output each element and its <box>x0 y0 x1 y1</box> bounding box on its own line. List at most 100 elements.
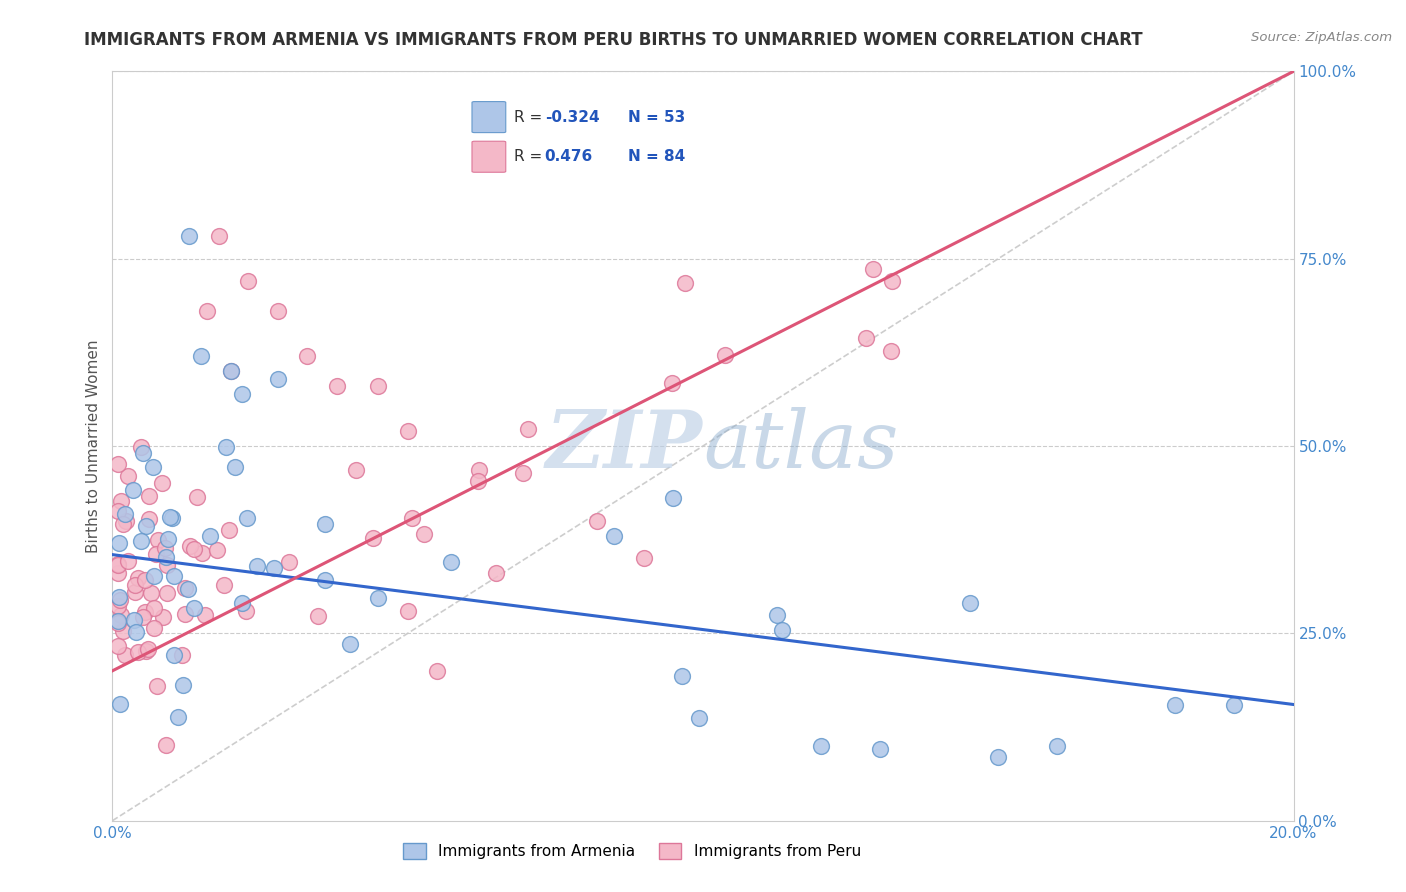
Point <box>177 582 200 596</box>
Point <box>208 229 231 244</box>
Point <box>124 624 146 639</box>
Point <box>124 578 146 592</box>
Point <box>107 599 129 613</box>
Point <box>326 379 349 393</box>
Point <box>134 605 156 619</box>
Point <box>396 604 419 618</box>
Point <box>246 559 269 574</box>
Point <box>585 514 607 528</box>
Point <box>112 624 135 638</box>
Point <box>129 440 152 454</box>
Point <box>108 536 131 550</box>
Legend: Immigrants from Armenia, Immigrants from Peru: Immigrants from Armenia, Immigrants from… <box>398 838 868 865</box>
Point <box>862 261 884 276</box>
Point <box>183 600 205 615</box>
Point <box>131 445 153 459</box>
Point <box>468 463 491 477</box>
Point <box>107 615 129 630</box>
Point <box>173 581 195 595</box>
Y-axis label: Births to Unmarried Women: Births to Unmarried Women <box>86 339 101 553</box>
Point <box>167 709 190 723</box>
Point <box>107 504 129 518</box>
Point <box>117 469 139 483</box>
Point <box>190 349 212 363</box>
Point <box>413 527 436 541</box>
Point <box>671 669 693 683</box>
Point <box>218 523 240 537</box>
Point <box>135 643 157 657</box>
Point <box>155 549 177 564</box>
Point <box>224 459 246 474</box>
Point <box>772 623 794 637</box>
Point <box>163 648 186 662</box>
Text: Source: ZipAtlas.com: Source: ZipAtlas.com <box>1251 31 1392 45</box>
Point <box>231 596 253 610</box>
Point <box>263 561 285 575</box>
Point <box>869 742 891 756</box>
Point <box>512 466 534 480</box>
Point <box>212 577 235 591</box>
Point <box>633 551 655 566</box>
Point <box>135 518 157 533</box>
Point <box>117 554 139 568</box>
Point <box>146 533 169 548</box>
Point <box>1046 739 1069 753</box>
Point <box>307 609 329 624</box>
Point <box>215 441 238 455</box>
Point <box>124 585 146 599</box>
Point <box>142 460 165 475</box>
Point <box>603 529 626 543</box>
Point <box>1164 698 1187 712</box>
Point <box>367 591 389 606</box>
Point <box>810 739 832 753</box>
Point <box>107 640 129 654</box>
Point <box>713 349 735 363</box>
Point <box>673 276 696 290</box>
Point <box>163 568 186 582</box>
Point <box>231 386 253 401</box>
Point <box>688 711 710 725</box>
Point <box>115 514 138 528</box>
Point <box>367 379 389 393</box>
Point <box>959 597 981 611</box>
Point <box>152 609 174 624</box>
Point <box>111 517 134 532</box>
Point <box>129 533 152 548</box>
Point <box>172 678 194 692</box>
Text: atlas: atlas <box>703 408 898 484</box>
Point <box>143 601 166 615</box>
Point <box>179 229 201 244</box>
Point <box>150 476 173 491</box>
Point <box>179 539 201 553</box>
Point <box>880 343 903 358</box>
Point <box>159 509 181 524</box>
Point <box>855 331 877 345</box>
Point <box>114 507 136 521</box>
Point <box>110 607 132 622</box>
Point <box>485 566 508 581</box>
Point <box>200 529 222 543</box>
Point <box>186 490 208 504</box>
Point <box>426 664 449 678</box>
Point <box>107 566 129 580</box>
Point <box>107 457 129 471</box>
Point <box>143 622 166 636</box>
Point <box>361 531 384 545</box>
Point <box>439 555 461 569</box>
Point <box>153 541 176 555</box>
Point <box>157 533 180 547</box>
Point <box>110 494 132 508</box>
Point <box>107 558 129 573</box>
Point <box>132 609 155 624</box>
Text: ZIP: ZIP <box>546 408 703 484</box>
Point <box>191 546 214 560</box>
Point <box>339 637 361 651</box>
Point <box>162 511 184 525</box>
Point <box>108 697 131 711</box>
Point <box>396 424 419 438</box>
Point <box>1223 698 1246 712</box>
Point <box>219 364 242 378</box>
Point <box>136 642 159 657</box>
Point <box>155 738 177 752</box>
Point <box>170 648 193 663</box>
